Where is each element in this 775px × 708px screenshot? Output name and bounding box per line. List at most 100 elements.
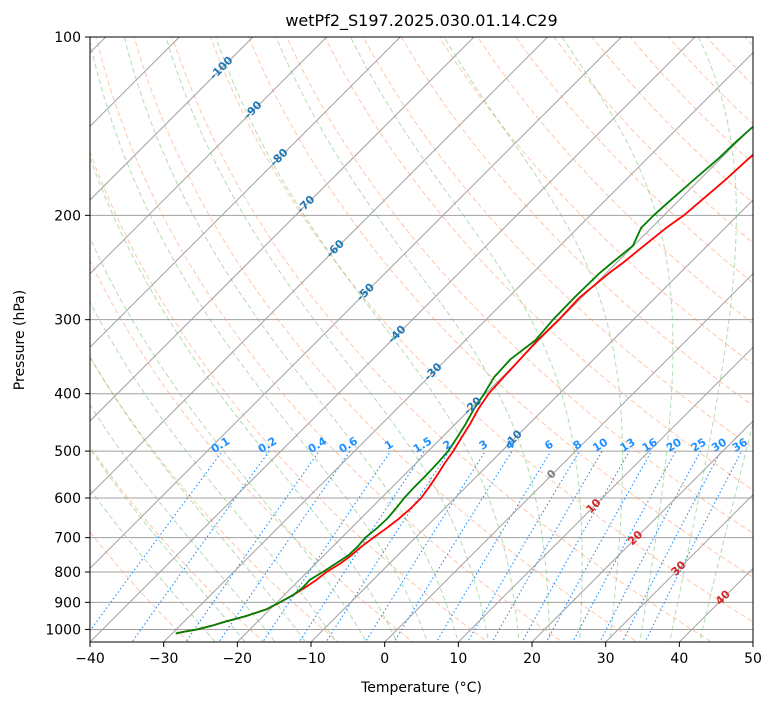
mixing-ratio-label: 6: [542, 437, 556, 452]
mixing-ratio-label: 30: [709, 435, 729, 454]
mixing-ratio-line: [364, 450, 486, 642]
mixing-ratio-label: 0.4: [306, 434, 330, 456]
mixing-ratio-line: [644, 450, 743, 642]
x-tick-label: 30: [597, 651, 615, 667]
dry-adiabat-line: [744, 37, 753, 47]
y-tick-label: 200: [54, 208, 81, 224]
plot-area: 0.1 0.2 0.4 0.6 1 1.5 2 3 4 6 8 10 13 16 20 25 30 36-100-…: [90, 24, 775, 654]
isotherm-line: [457, 346, 753, 642]
dry-adiabat-line: [95, 37, 564, 642]
dry-adiabat-line: [248, 37, 753, 578]
y-tick-label: 600: [54, 491, 81, 507]
chart-title: wetPf2_S197.2025.030.01.14.C29: [285, 11, 557, 31]
moist-adiabat-line: [275, 37, 550, 642]
isotherm-line: [90, 37, 328, 275]
dry-adiabat-line: [90, 259, 414, 642]
isotherm-label: 40: [713, 587, 733, 607]
isotherm-line: [90, 37, 475, 422]
mixing-ratio-line: [298, 450, 425, 642]
isotherm-line: [90, 37, 549, 496]
x-tick-label: 0: [380, 651, 389, 667]
y-tick-label: 300: [54, 313, 81, 329]
mixing-ratio-label: 10: [590, 435, 610, 454]
moist-adiabat-line: [90, 155, 398, 642]
y-tick-label: 1000: [45, 622, 81, 638]
isotherm-line: [605, 493, 753, 642]
x-tick-label: 10: [449, 651, 467, 667]
moist-adiabat-line: [90, 236, 367, 642]
mixing-ratio-line: [572, 450, 677, 642]
moist-adiabat-line: [90, 447, 246, 642]
dry-adiabat-line: [770, 24, 775, 654]
sounding-profiles: [175, 125, 753, 635]
dry-adiabat-line: [515, 37, 753, 284]
y-tick-label: 800: [54, 565, 81, 581]
moist-adiabat-line: [90, 301, 337, 642]
x-tick-label: −10: [296, 651, 326, 667]
y-tick-label: 500: [54, 444, 81, 460]
moist-adiabat-line: [561, 37, 674, 642]
moist-adiabat-line: [90, 488, 216, 642]
x-axis-label: Temperature (°C): [360, 680, 482, 696]
y-tick-label: 400: [54, 387, 81, 403]
dry-adiabat-line: [133, 37, 638, 642]
dry-adiabat-line: [171, 37, 713, 642]
mixing-ratio-line: [491, 450, 603, 642]
isotherm-line: [678, 567, 753, 642]
x-tick-label: −30: [149, 651, 179, 667]
isotherm-line: [531, 420, 753, 642]
y-tick-label: 700: [54, 531, 81, 547]
moist-adiabat-line: [669, 37, 737, 642]
dry-adiabat-line: [667, 37, 753, 125]
dry-adiabat-line: [90, 531, 190, 642]
dewpoint-line: [175, 125, 753, 635]
mixing-ratio-label: 0.1: [209, 434, 232, 455]
moist-adiabat-line: [90, 355, 307, 642]
x-tick-label: −40: [75, 651, 105, 667]
isotherm-line: [90, 37, 696, 642]
moist-adiabats: [90, 37, 753, 642]
y-axis: 100 200 300 400 500 600 700 800 900 1000: [45, 30, 90, 638]
dry-adiabat-line: [438, 37, 753, 366]
isotherm-line: [90, 37, 401, 349]
dry-adiabat-line: [90, 445, 265, 642]
moist-adiabat-line: [699, 420, 753, 642]
isotherm-line: [752, 641, 753, 642]
mixing-ratio-label: 36: [730, 435, 750, 454]
isotherm-gridlines: [90, 37, 753, 642]
moist-adiabat-line: [165, 37, 490, 642]
moist-adiabat-line: [350, 37, 583, 642]
mixing-ratio-label: 25: [689, 436, 709, 455]
dry-adiabat-line: [90, 150, 489, 642]
dry-adiabat-line: [209, 37, 753, 623]
isobar-gridlines: [90, 37, 753, 630]
isotherm-line: [90, 37, 254, 201]
dry-adiabat-line: [286, 37, 753, 534]
moist-adiabat-line: [443, 37, 624, 642]
isotherm-label: -30: [421, 360, 444, 383]
isotherm-label: 10: [584, 496, 604, 516]
x-tick-label: 20: [523, 651, 541, 667]
moist-adiabat-line: [123, 37, 459, 642]
mixing-ratio-label: 0.6: [337, 434, 361, 456]
mixing-ratio-line: [262, 450, 392, 642]
mixing-ratio-label: 16: [640, 435, 660, 454]
isotherm-line: [236, 125, 753, 642]
mixing-ratio-line: [545, 450, 653, 642]
x-tick-label: −20: [223, 651, 253, 667]
mixing-ratio-line: [466, 450, 580, 642]
mixing-ratio-line: [435, 450, 552, 642]
mixing-ratio-label: 1: [382, 438, 395, 453]
x-tick-label: 50: [744, 651, 762, 667]
dry-adiabat-line: [553, 37, 753, 244]
moist-adiabat-line: [90, 404, 276, 642]
temperature-line: [175, 153, 753, 635]
mixing-ratio-line: [621, 450, 722, 642]
mixing-ratio-lines: [90, 450, 743, 642]
mixing-ratio-line: [599, 450, 702, 642]
mixing-ratio-line: [393, 450, 513, 642]
x-tick-label: 40: [670, 651, 688, 667]
dry-adiabat-line: [629, 37, 753, 165]
dry-adiabat-line: [705, 37, 753, 86]
